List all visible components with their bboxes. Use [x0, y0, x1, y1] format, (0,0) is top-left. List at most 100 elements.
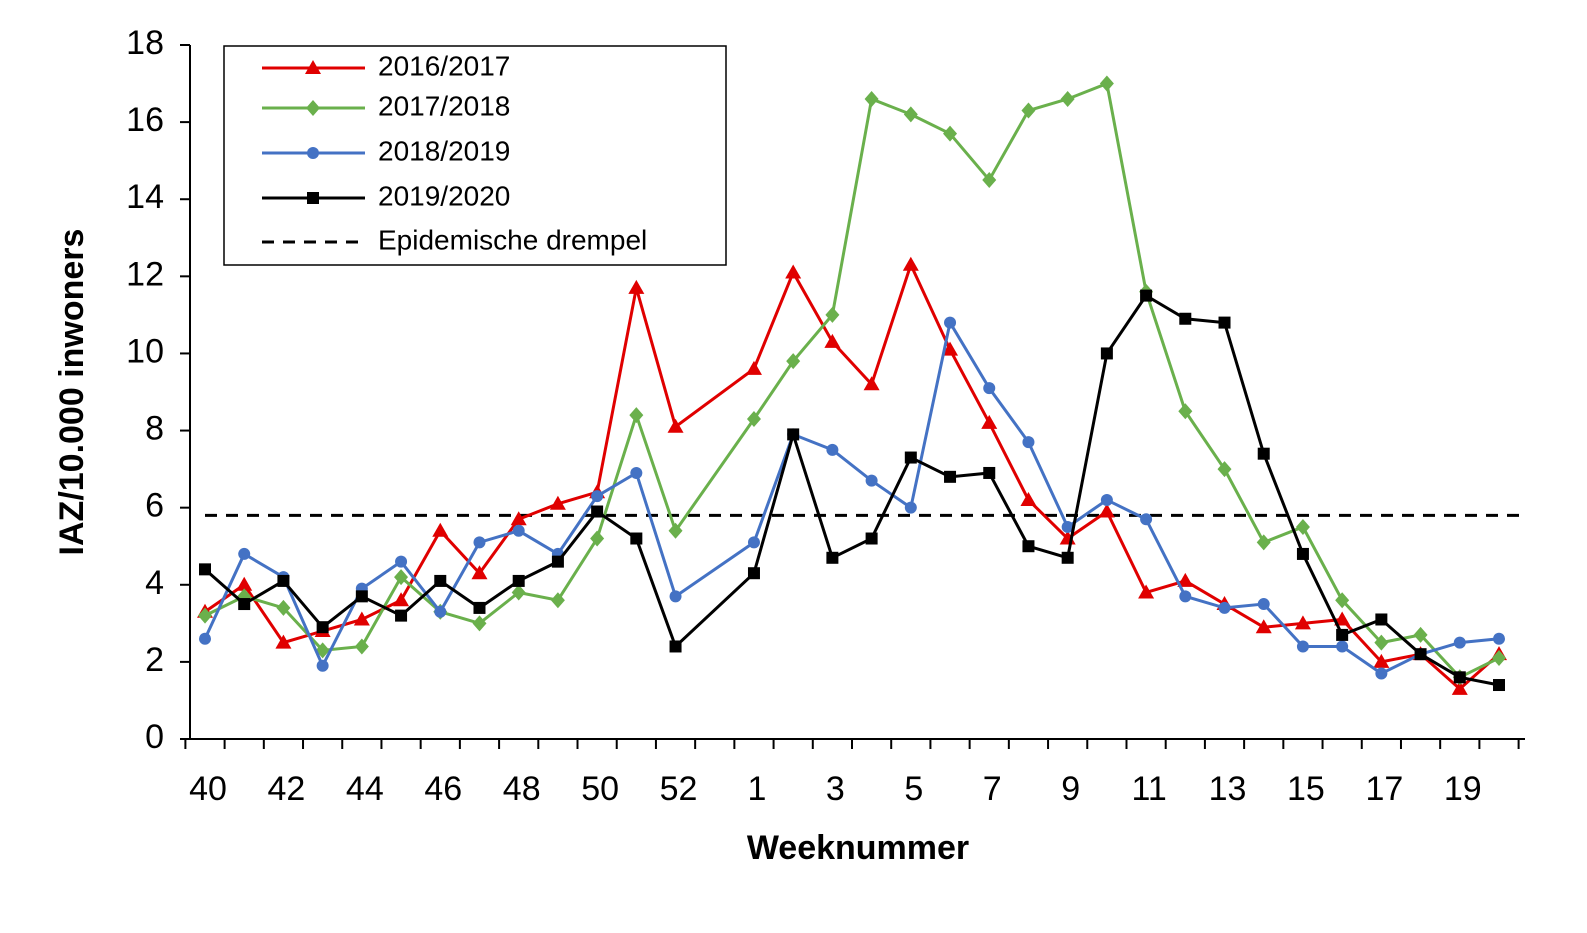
marker: [944, 470, 957, 483]
marker: [354, 638, 369, 655]
marker: [826, 551, 839, 564]
marker: [1334, 611, 1351, 626]
marker: [307, 147, 319, 159]
marker: [512, 574, 525, 587]
x-tick-label: 52: [660, 770, 698, 808]
marker: [1453, 636, 1466, 649]
marker: [1217, 461, 1232, 478]
marker: [981, 414, 998, 429]
marker: [1177, 572, 1194, 587]
marker: [473, 536, 486, 549]
marker: [276, 599, 291, 616]
legend-label: 2018/2019: [378, 135, 510, 166]
x-tick-label: 46: [424, 770, 462, 808]
marker: [394, 569, 409, 586]
x-tick-label: 5: [904, 770, 923, 808]
legend-label: 2019/2020: [378, 180, 510, 211]
marker: [1451, 680, 1468, 695]
marker: [306, 100, 320, 116]
marker: [1294, 615, 1311, 630]
marker: [1336, 640, 1349, 653]
y-tick-label: 14: [126, 178, 164, 216]
marker: [199, 632, 211, 645]
marker: [550, 592, 565, 609]
marker: [942, 341, 959, 356]
marker: [307, 192, 319, 204]
marker: [983, 382, 996, 395]
marker: [1413, 626, 1428, 643]
marker: [316, 621, 329, 634]
marker: [473, 601, 486, 614]
marker: [1493, 632, 1505, 645]
marker: [630, 532, 643, 545]
marker: [1296, 640, 1309, 653]
marker: [746, 410, 761, 427]
marker: [668, 522, 683, 539]
marker: [549, 495, 566, 510]
x-tick-label: 7: [983, 770, 1002, 808]
marker: [904, 451, 917, 464]
marker: [1140, 289, 1153, 302]
x-tick-label: 3: [826, 770, 845, 808]
marker: [199, 563, 211, 576]
marker: [1021, 102, 1036, 119]
y-tick-label: 8: [145, 410, 164, 448]
x-tick-label: 15: [1287, 770, 1325, 808]
marker: [1098, 503, 1115, 518]
marker: [316, 659, 329, 672]
marker: [1022, 436, 1035, 449]
y-tick-label: 16: [126, 101, 164, 139]
marker: [1138, 584, 1155, 599]
marker: [747, 567, 760, 580]
marker: [1061, 520, 1074, 533]
y-axis-title: IAZ/10.000 inwoners: [53, 229, 91, 556]
marker: [238, 598, 251, 611]
x-tick-label: 50: [581, 770, 619, 808]
marker: [1218, 316, 1231, 329]
marker: [198, 607, 212, 624]
y-tick-label: 2: [145, 641, 164, 679]
legend-label: 2016/2017: [378, 50, 510, 81]
marker: [395, 609, 408, 622]
marker: [1178, 403, 1193, 420]
marker: [1218, 601, 1231, 614]
y-tick-label: 6: [145, 487, 164, 525]
marker: [590, 530, 605, 547]
marker: [1061, 551, 1074, 564]
marker: [943, 125, 958, 142]
marker: [1257, 447, 1270, 460]
x-axis-title: Weeknummer: [747, 829, 969, 867]
marker: [1335, 592, 1350, 609]
marker: [432, 522, 449, 537]
marker: [1179, 312, 1192, 325]
marker: [591, 505, 604, 518]
y-tick-label: 10: [126, 332, 164, 370]
marker: [787, 428, 800, 441]
marker: [591, 490, 604, 503]
marker: [1179, 590, 1192, 603]
marker: [1100, 493, 1113, 506]
marker: [1375, 667, 1388, 680]
marker: [865, 474, 878, 487]
marker: [903, 106, 918, 123]
marker: [902, 256, 919, 271]
x-tick-label: 19: [1444, 770, 1482, 808]
x-tick-label: 1: [748, 770, 767, 808]
marker: [1374, 634, 1389, 651]
x-tick-label: 48: [503, 770, 541, 808]
marker: [628, 279, 645, 294]
marker: [1060, 90, 1075, 107]
marker: [1099, 75, 1114, 92]
marker: [1453, 671, 1466, 684]
marker: [236, 576, 253, 591]
marker: [865, 532, 878, 545]
marker: [1256, 534, 1271, 551]
marker: [393, 592, 410, 607]
marker: [667, 418, 684, 433]
marker: [629, 407, 644, 424]
marker: [786, 353, 801, 370]
marker: [305, 60, 321, 74]
marker: [355, 590, 368, 603]
marker: [551, 555, 564, 568]
